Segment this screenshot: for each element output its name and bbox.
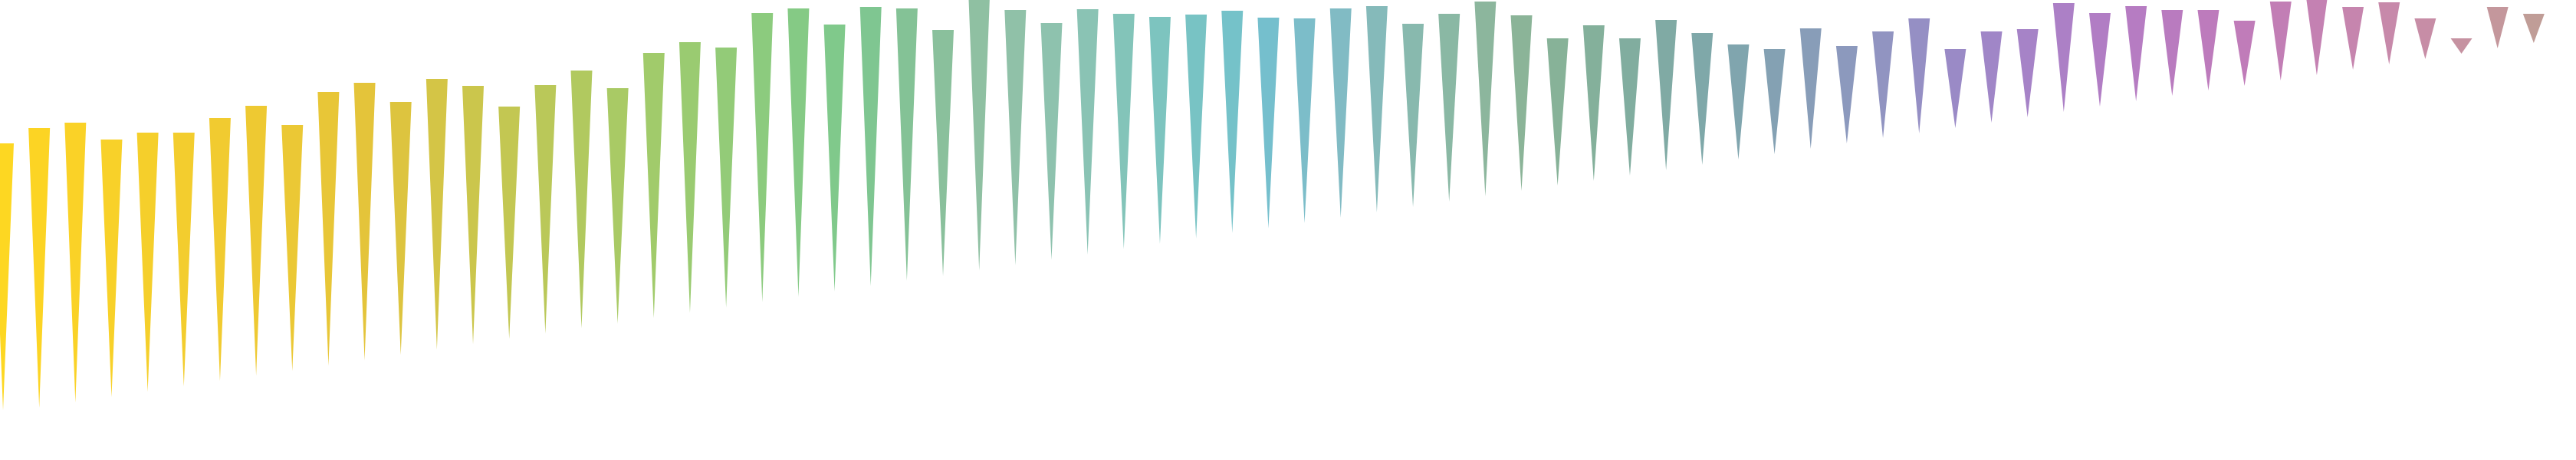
bar-43	[1510, 15, 1533, 191]
bar-67	[2378, 2, 2400, 64]
bar-33	[1148, 17, 1171, 244]
bar-26	[895, 8, 918, 281]
bar-32	[1112, 14, 1135, 249]
bar-66	[2342, 7, 2364, 70]
bar-55	[1944, 49, 1967, 128]
bar-13	[426, 79, 448, 350]
bar-58	[2052, 3, 2075, 112]
bar-21	[715, 48, 738, 307]
bar-27	[932, 30, 955, 276]
bar-70	[2486, 7, 2509, 48]
bar-17	[570, 71, 593, 328]
bar-15	[498, 107, 521, 339]
bar-42	[1474, 2, 1497, 196]
bar-28	[968, 0, 990, 271]
bar-39	[1365, 6, 1388, 212]
bar-57	[2016, 29, 2039, 117]
bar-10	[317, 92, 340, 366]
bar-47	[1655, 20, 1677, 170]
bar-46	[1618, 38, 1641, 176]
bar-18	[606, 88, 629, 324]
chart-bars	[0, 0, 2545, 410]
bar-31	[1076, 9, 1099, 255]
bar-48	[1691, 33, 1714, 165]
bar-36	[1257, 18, 1280, 228]
bar-60	[2125, 6, 2147, 101]
bar-22	[751, 13, 774, 302]
bar-50	[1763, 49, 1786, 154]
bar-45	[1582, 25, 1605, 181]
bar-24	[823, 25, 846, 291]
bar-12	[389, 102, 412, 355]
bar-2	[28, 128, 51, 408]
bar-35	[1221, 11, 1244, 233]
bar-1	[0, 143, 14, 410]
bar-19	[642, 53, 665, 318]
bar-63	[2233, 21, 2256, 86]
bar-52	[1835, 46, 1858, 143]
bar-61	[2161, 10, 2183, 96]
bar-51	[1799, 28, 1822, 149]
bar-20	[678, 42, 701, 313]
bar-49	[1727, 44, 1750, 159]
bar-69	[2450, 38, 2472, 54]
bar-7	[209, 118, 231, 381]
bar-44	[1546, 38, 1569, 186]
bar-3	[64, 123, 87, 402]
bar-5	[136, 133, 159, 392]
bar-11	[353, 83, 376, 360]
bar-16	[534, 85, 557, 334]
bar-54	[1908, 18, 1930, 133]
bar-25	[859, 7, 882, 286]
bar-23	[787, 8, 810, 297]
bar-6	[172, 133, 195, 386]
bar-8	[245, 106, 268, 376]
bar-34	[1185, 15, 1208, 238]
bar-53	[1872, 31, 1894, 138]
bar-40	[1402, 24, 1424, 207]
bar-38	[1329, 8, 1352, 218]
bar-59	[2088, 13, 2111, 107]
bar-68	[2414, 18, 2436, 59]
bar-41	[1438, 14, 1460, 202]
bar-9	[281, 125, 304, 371]
bar-56	[1980, 31, 2003, 123]
bar-29	[1004, 10, 1027, 265]
bar-64	[2269, 2, 2292, 80]
bar-71	[2522, 14, 2545, 43]
bar-14	[462, 86, 485, 344]
bar-62	[2197, 10, 2220, 90]
bar-37	[1293, 18, 1316, 223]
bar-4	[100, 140, 123, 397]
bar-30	[1040, 23, 1063, 260]
bar-65	[2306, 0, 2328, 75]
